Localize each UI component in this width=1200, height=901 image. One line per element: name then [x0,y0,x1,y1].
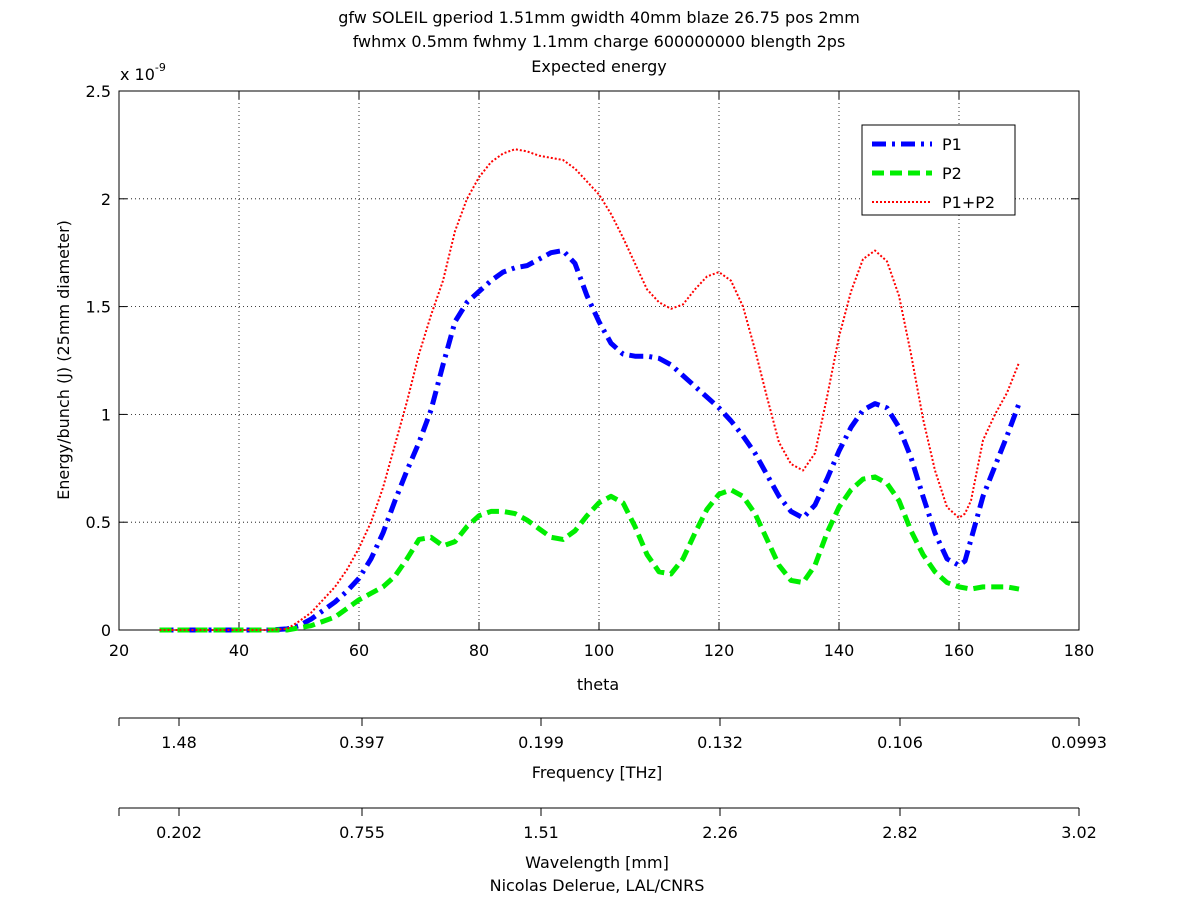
series-line-p2 [159,474,1020,633]
secondary-axis-tick-label: 2.26 [702,823,738,842]
y-axis-label: Energy/bunch (J) (25mm diameter) [54,220,73,500]
secondary-axis-tick-label: 1.51 [523,823,559,842]
series-lines [159,148,1022,633]
chart-title-line-3: Expected energy [531,57,666,76]
x-tick-label: 60 [349,641,369,660]
secondary-axis-label: Wavelength [mm] [525,853,669,872]
secondary-axis-label: Frequency [THz] [532,763,662,782]
chart-title-line-1: gfw SOLEIL gperiod 1.51mm gwidth 40mm bl… [338,8,860,27]
y-tick-label: 2.5 [86,82,111,101]
secondary-axis-tick-label: 0.106 [877,733,923,752]
y-tick-label: 2 [101,190,111,209]
legend: P1 P2 P1+P2 [861,124,1016,216]
legend-label: P2 [942,164,962,183]
secondary-axis-tick-label: 3.02 [1061,823,1097,842]
y-exponent-label: x 10-9 [120,61,166,84]
secondary-axis-tick-label: 2.82 [882,823,918,842]
y-tick-label: 0 [101,621,111,640]
y-tick-label: 0.5 [86,513,111,532]
chart-title-line-2: fwhmx 0.5mm fwhmy 1.1mm charge 600000000… [353,32,846,51]
secondary-axis-tick-label: 0.199 [518,733,564,752]
y-tick-label: 1 [101,405,111,424]
secondary-axis-tick-label: 0.0993 [1051,733,1107,752]
y-tick-label: 1.5 [86,298,111,317]
x-tick-label: 180 [1064,641,1095,660]
x-tick-label: 100 [584,641,615,660]
x-tick-label: 20 [109,641,129,660]
secondary-axis-tick-label: 1.48 [161,733,197,752]
x-axis-label: theta [577,675,619,694]
axis-ticks: 20 40 60 80 100 120 140 160 180 0 0.5 1 1.5 2 2.5 [86,82,1095,660]
x-tick-label: 80 [469,641,489,660]
x-tick-label: 120 [704,641,735,660]
legend-box [861,124,1016,216]
footer-credit: Nicolas Delerue, LAL/CNRS [490,876,705,895]
legend-label: P1+P2 [942,193,995,212]
x-tick-label: 160 [944,641,975,660]
secondary-axis-tick-label: 0.202 [156,823,202,842]
secondary-axis-tick-label: 0.397 [339,733,385,752]
x-tick-label: 40 [229,641,249,660]
y-exponent-base: x 10 [120,65,155,84]
secondary-axis-tick-label: 0.132 [697,733,743,752]
series-line-p1 [159,248,1022,633]
y-exponent-power: -9 [155,61,166,74]
legend-label: P1 [942,135,962,154]
secondary-axis-tick-label: 0.755 [339,823,385,842]
x-tick-label: 140 [824,641,855,660]
secondary-axes: 1.48 0.397 0.199 0.132 0.106 0.0993 Frequency … [118,717,1107,872]
